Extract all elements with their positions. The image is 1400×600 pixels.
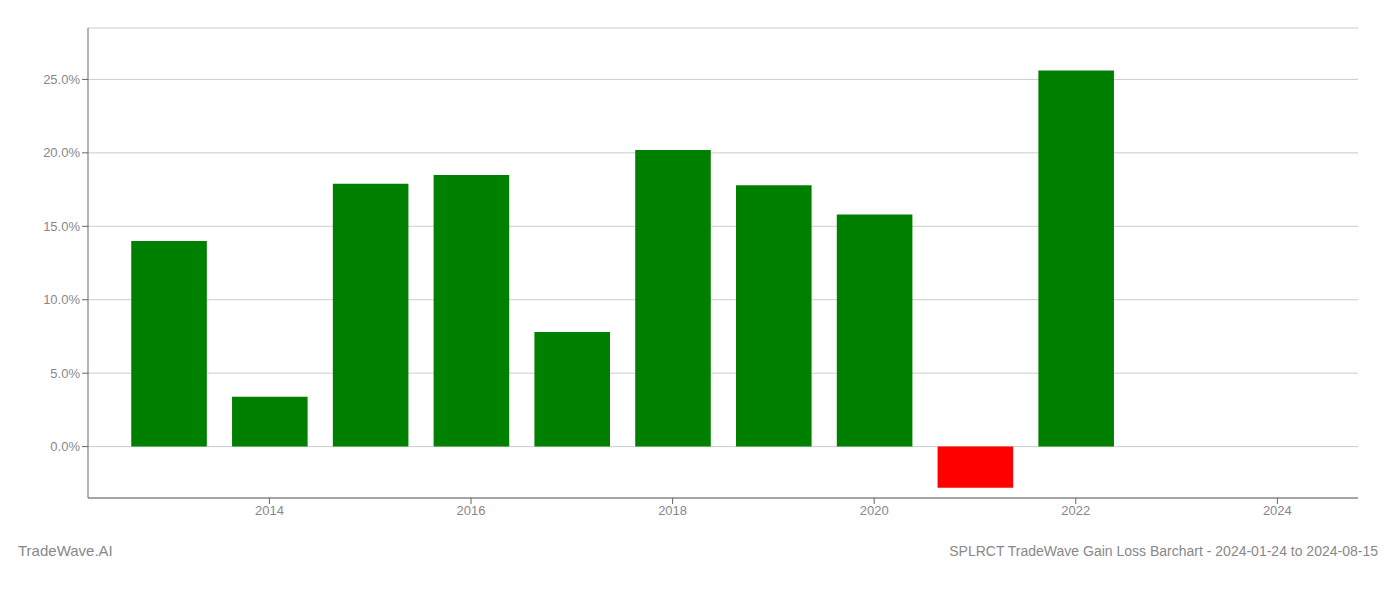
svg-text:2018: 2018 xyxy=(658,503,687,518)
svg-text:2020: 2020 xyxy=(860,503,889,518)
html-text:TradeWave.AI: TradeWave.AI xyxy=(18,542,113,559)
svg-text:10.0%: 10.0% xyxy=(43,292,80,307)
svg-text:5.0%: 5.0% xyxy=(50,366,80,381)
svg-text:25.0%: 25.0% xyxy=(43,72,80,87)
svg-text:2022: 2022 xyxy=(1061,503,1090,518)
svg-text:15.0%: 15.0% xyxy=(43,219,80,234)
html-text:SPLRCT TradeWave Gain Loss Bar: SPLRCT TradeWave Gain Loss Barchart - 20… xyxy=(949,543,1378,559)
svg-text:2024: 2024 xyxy=(1263,503,1292,518)
svg-text:2014: 2014 xyxy=(255,503,284,518)
svg-text:2016: 2016 xyxy=(457,503,486,518)
svg-text:0.0%: 0.0% xyxy=(50,439,80,454)
svg-text:20.0%: 20.0% xyxy=(43,145,80,160)
